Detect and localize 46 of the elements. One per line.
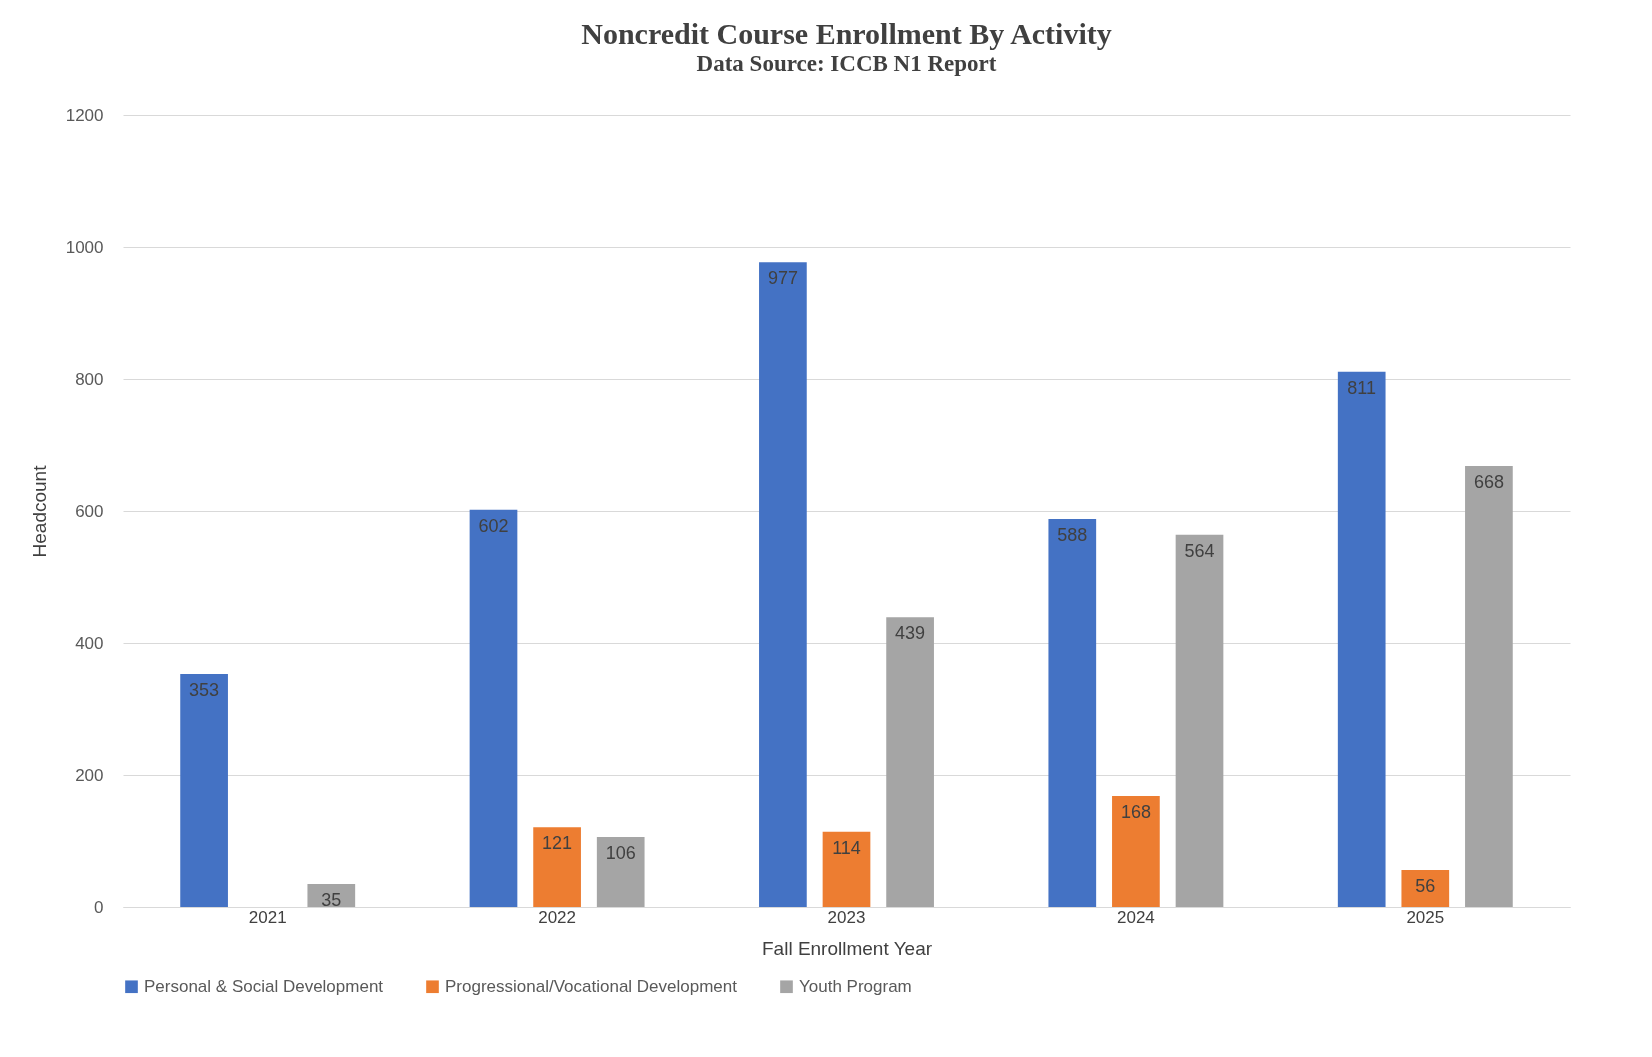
- bar: [533, 827, 581, 907]
- y-axis-title: Headcount: [28, 464, 50, 558]
- bar: [1401, 870, 1450, 907]
- bar: [596, 837, 645, 907]
- data-label: 168: [1120, 802, 1151, 823]
- x-axis-title: Fall Enrollment Year: [761, 937, 933, 959]
- y-tick-label: 200: [75, 765, 104, 785]
- bar: [1048, 518, 1097, 907]
- data-label: 668: [1473, 472, 1504, 493]
- bar: [180, 674, 228, 907]
- legend-label: Youth Program: [799, 976, 912, 996]
- data-label: 564: [1184, 540, 1215, 561]
- data-label: 353: [189, 680, 220, 701]
- chart-subtitle: Data Source: ICCB N1 Report: [696, 51, 997, 76]
- bar: [822, 831, 871, 907]
- legend-label: Progressional/Vocational Development: [445, 976, 738, 996]
- x-tick-label: 2022: [538, 907, 577, 927]
- x-tick-label: 2025: [1406, 907, 1445, 927]
- bar: [1337, 371, 1386, 907]
- data-label: 588: [1057, 524, 1088, 545]
- data-label: 56: [1415, 876, 1436, 897]
- data-label: 114: [832, 837, 861, 858]
- data-label: 977: [767, 268, 798, 289]
- chart-title: Noncredit Course Enrollment By Activity: [581, 17, 1112, 50]
- data-label: 811: [1347, 377, 1377, 398]
- bar: [469, 509, 518, 907]
- data-label: 602: [478, 515, 509, 536]
- y-tick-label: 1200: [65, 105, 104, 125]
- legend-label: Personal & Social Development: [144, 976, 384, 996]
- bar: [1175, 534, 1224, 907]
- y-tick-label: 400: [75, 633, 104, 653]
- y-tick-label: 1000: [65, 237, 104, 257]
- x-tick-label: 2021: [248, 907, 287, 927]
- data-label: 121: [542, 833, 573, 854]
- x-tick-label: 2024: [1116, 907, 1155, 927]
- bar: [886, 617, 934, 907]
- bar: [1112, 796, 1160, 907]
- x-tick-label: 2023: [827, 907, 866, 927]
- data-label: 35: [321, 889, 342, 910]
- y-tick-label: 0: [94, 897, 104, 917]
- y-tick-label: 600: [75, 501, 104, 521]
- data-label: 439: [895, 623, 926, 644]
- y-tick-label: 800: [75, 369, 104, 389]
- bar: [759, 262, 807, 907]
- bar: [1465, 466, 1513, 907]
- data-label: 106: [605, 843, 636, 864]
